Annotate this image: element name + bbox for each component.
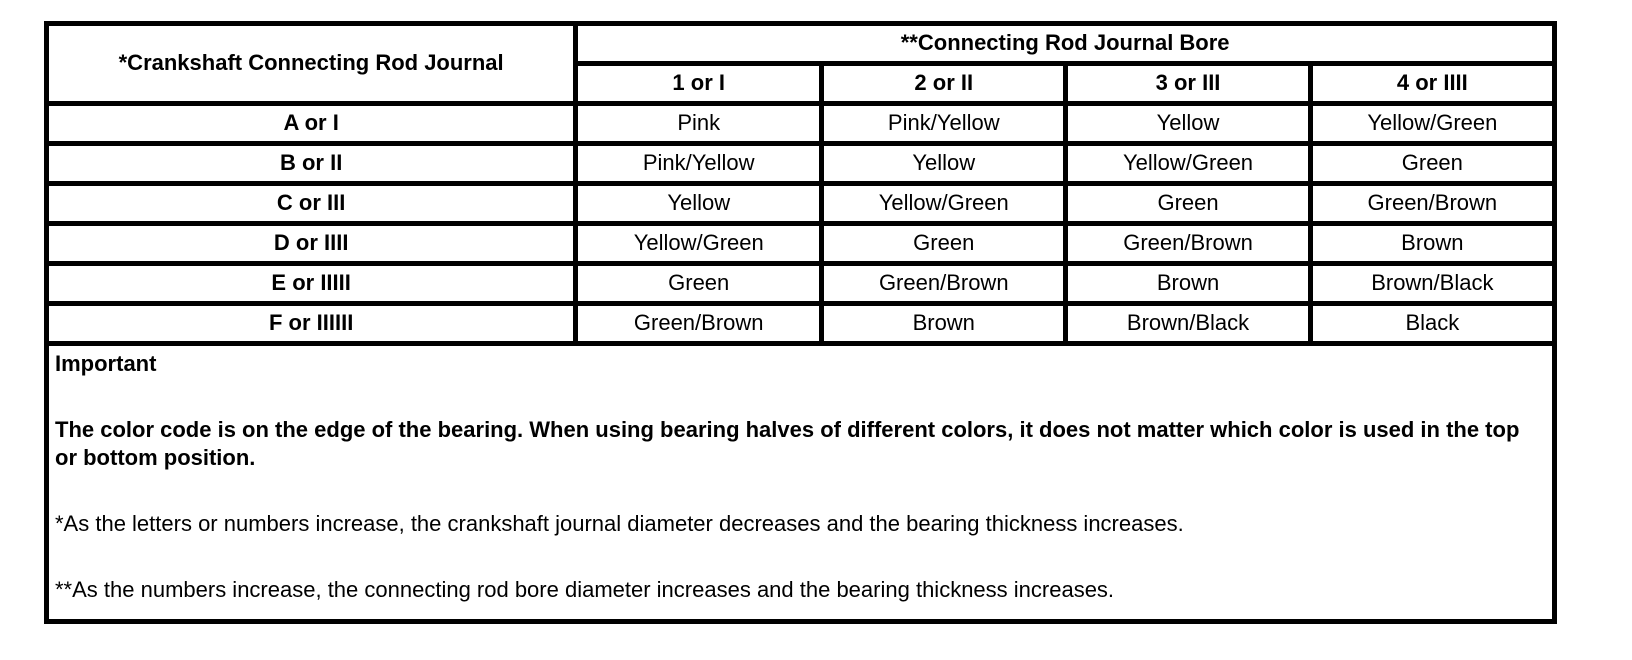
row-header: A or I: [43, 101, 579, 146]
col-header-2: 2 or II: [819, 61, 1069, 106]
col-header-1: 1 or I: [573, 61, 825, 106]
color-cell: Yellow/Green: [1307, 101, 1558, 146]
color-cell: Green/Brown: [573, 301, 825, 346]
note-heading: Important: [55, 351, 157, 376]
color-cell: Yellow/Green: [819, 181, 1069, 226]
color-cell: Green: [1307, 141, 1558, 186]
table-row: A or I Pink Pink/Yellow Yellow Yellow/Gr…: [43, 101, 1558, 146]
color-cell: Green/Brown: [1307, 181, 1558, 226]
color-cell: Yellow/Green: [573, 221, 825, 266]
color-cell: Green: [1063, 181, 1313, 226]
color-cell: Brown: [1307, 221, 1558, 266]
color-cell: Yellow/Green: [1063, 141, 1313, 186]
color-cell: Black: [1307, 301, 1558, 346]
footnote-rod-bore: **As the numbers increase, the connectin…: [55, 577, 1115, 602]
color-cell: Green: [573, 261, 825, 306]
color-cell: Green: [819, 221, 1069, 266]
row-header: B or II: [43, 141, 579, 186]
footnote-crankshaft: *As the letters or numbers increase, the…: [55, 511, 1184, 536]
color-cell: Brown/Black: [1063, 301, 1313, 346]
color-cell: Green/Brown: [819, 261, 1069, 306]
color-cell: Brown: [1063, 261, 1313, 306]
table-row: D or IIII Yellow/Green Green Green/Brown…: [43, 221, 1558, 266]
col-header-4: 4 or IIII: [1307, 61, 1558, 106]
color-cell: Brown/Black: [1307, 261, 1558, 306]
col-group-header: **Connecting Rod Journal Bore: [573, 21, 1557, 66]
row-header: E or IIIII: [43, 261, 579, 306]
note-body: The color code is on the edge of the bea…: [55, 417, 1520, 470]
row-header: C or III: [43, 181, 579, 226]
table-row: F or IIIIII Green/Brown Brown Brown/Blac…: [43, 301, 1558, 346]
color-cell: Green/Brown: [1063, 221, 1313, 266]
color-cell: Pink: [573, 101, 825, 146]
header-row-columns: 1 or I 2 or II 3 or III 4 or IIII: [47, 61, 1558, 106]
table-row: B or II Pink/Yellow Yellow Yellow/Green …: [43, 141, 1558, 186]
color-cell: Yellow: [573, 181, 825, 226]
row-header: D or IIII: [43, 221, 579, 266]
row-axis-header: *Crankshaft Connecting Rod Journal: [43, 21, 579, 106]
color-cell: Pink/Yellow: [819, 101, 1069, 146]
color-cell: Brown: [819, 301, 1069, 346]
bearing-color-code-table: *Crankshaft Connecting Rod Journal **Con…: [43, 21, 1558, 346]
important-note-box: Important The color code is on the edge …: [44, 341, 1557, 624]
table-row: C or III Yellow Yellow/Green Green Green…: [43, 181, 1558, 226]
bearing-color-code-sheet: *Crankshaft Connecting Rod Journal **Con…: [43, 21, 1558, 624]
color-cell: Pink/Yellow: [573, 141, 825, 186]
header-row-group: *Crankshaft Connecting Rod Journal **Con…: [43, 21, 1557, 106]
row-header: F or IIIIII: [43, 301, 579, 346]
col-header-3: 3 or III: [1063, 61, 1313, 106]
table-row: E or IIIII Green Green/Brown Brown Brown…: [43, 261, 1558, 306]
color-cell: Yellow: [1063, 101, 1313, 146]
color-cell: Yellow: [819, 141, 1069, 186]
